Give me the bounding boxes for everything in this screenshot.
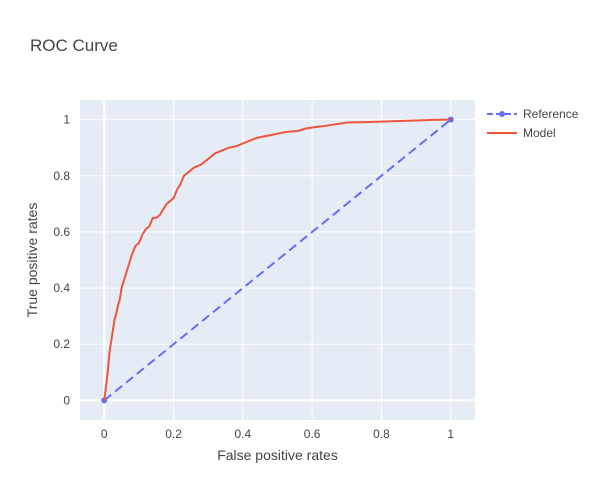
legend[interactable]: Reference Model <box>487 107 579 140</box>
x-tick-label: 0 <box>101 427 108 441</box>
y-tick-label: 1 <box>63 113 70 127</box>
grid-lines <box>80 100 475 420</box>
x-tick-label: 1 <box>447 427 454 441</box>
y-tick-label: 0.4 <box>53 281 70 295</box>
legend-marker <box>499 111 505 117</box>
series-line-reference <box>103 118 452 402</box>
legend-label: Model <box>523 126 556 140</box>
y-tick-label: 0.2 <box>53 337 70 351</box>
series-layer <box>101 116 454 404</box>
y-axis-title: True positive rates <box>24 203 40 318</box>
x-axis-title: False positive rates <box>217 447 338 463</box>
legend-item-reference[interactable]: Reference <box>487 107 579 121</box>
x-axis-ticks: 0 0.2 0.4 0.6 0.8 1 <box>101 427 454 441</box>
legend-label: Reference <box>523 107 579 121</box>
series-point-reference <box>101 397 108 404</box>
chart-title: ROC Curve <box>30 36 118 55</box>
x-tick-label: 0.6 <box>304 427 321 441</box>
y-tick-label: 0.6 <box>53 225 70 239</box>
legend-item-model[interactable]: Model <box>487 126 556 140</box>
y-axis-ticks: 0 0.2 0.4 0.6 0.8 1 <box>53 113 70 408</box>
series-line-model <box>103 118 451 401</box>
y-tick-label: 0.8 <box>53 169 70 183</box>
x-tick-label: 0.2 <box>165 427 182 441</box>
y-tick-label: 0 <box>63 393 70 407</box>
x-tick-label: 0.8 <box>373 427 390 441</box>
x-tick-label: 0.4 <box>235 427 252 441</box>
